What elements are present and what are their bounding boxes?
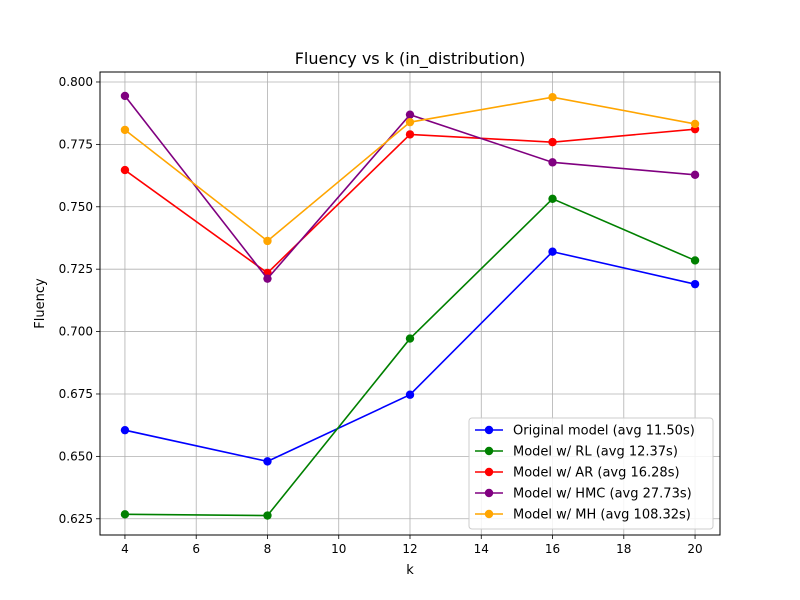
data-point: [690, 279, 700, 289]
legend-item: Model w/ AR (avg 16.28s): [475, 466, 680, 481]
data-point: [548, 137, 557, 147]
data-point: [405, 334, 415, 343]
x-tick-label: 6: [192, 542, 200, 556]
plot-lines: [120, 91, 700, 520]
x-tick-label: 8: [264, 542, 272, 556]
y-tick-label: 0.650: [59, 449, 93, 463]
data-point: [405, 130, 415, 139]
data-point: [120, 425, 130, 435]
data-point: [548, 93, 557, 102]
data-point: [548, 247, 557, 256]
legend-label: Model w/ AR (avg 16.28s): [513, 466, 680, 481]
x-tick-label: 20: [687, 542, 702, 556]
legend-label: Original model (avg 11.50s): [513, 424, 695, 439]
x-axis-ticks: 4 6 8 10 12 14 16 18 20: [121, 535, 703, 556]
legend: Original model (avg 11.50s) Model w/ RL (…: [468, 417, 714, 530]
y-axis-label: Fluency: [33, 278, 48, 329]
legend-item: Model w/ RL (avg 12.37s): [475, 445, 678, 460]
y-axis-ticks: 0.625 0.650 0.675 0.700 0.725 0.750 0.775 0.800: [59, 75, 100, 526]
data-point: [120, 125, 130, 135]
legend-label: Model w/ MH (avg 108.32s): [513, 508, 691, 523]
data-point: [263, 236, 272, 246]
data-point: [690, 119, 700, 129]
data-point: [120, 510, 130, 519]
x-tick-label: 12: [402, 542, 417, 556]
y-tick-label: 0.675: [59, 387, 93, 401]
data-point: [690, 256, 700, 265]
y-tick-label: 0.725: [59, 262, 93, 276]
data-point: [690, 170, 700, 180]
y-tick-label: 0.625: [59, 512, 93, 526]
y-tick-label: 0.700: [59, 325, 93, 339]
legend-item: Original model (avg 11.50s): [475, 424, 695, 439]
data-point: [263, 274, 272, 283]
data-point: [405, 390, 415, 399]
legend-box: [468, 417, 714, 530]
legend-item: Model w/ MH (avg 108.32s): [475, 508, 691, 523]
data-point: [120, 165, 130, 175]
legend-marker: [484, 425, 494, 435]
legend-label: Model w/ HMC (avg 27.73s): [513, 487, 692, 502]
x-axis-label: k: [406, 563, 414, 578]
data-point: [548, 158, 557, 167]
y-tick-label: 0.775: [59, 137, 93, 151]
x-tick-label: 4: [121, 542, 129, 556]
legend-item: Model w/ HMC (avg 27.73s): [475, 487, 692, 502]
data-point: [405, 110, 415, 119]
data-point: [263, 511, 272, 520]
x-tick-label: 10: [331, 542, 346, 556]
series-3: [120, 91, 700, 283]
data-point: [405, 117, 415, 127]
legend-marker: [484, 488, 494, 498]
data-point: [263, 457, 272, 466]
y-tick-label: 0.800: [59, 75, 93, 89]
y-tick-label: 0.750: [59, 200, 93, 214]
legend-marker: [484, 509, 494, 519]
series-1: [120, 194, 700, 520]
x-tick-label: 16: [545, 542, 560, 556]
data-point: [120, 91, 130, 101]
x-tick-label: 18: [616, 542, 631, 556]
legend-marker: [484, 467, 494, 477]
data-point: [548, 194, 557, 203]
series-0: [120, 247, 700, 466]
legend-marker: [484, 446, 494, 456]
x-tick-label: 14: [474, 542, 489, 556]
legend-label: Model w/ RL (avg 12.37s): [513, 445, 678, 460]
series-4: [120, 93, 700, 246]
chart-title: Fluency vs k (in_distribution): [295, 49, 526, 69]
